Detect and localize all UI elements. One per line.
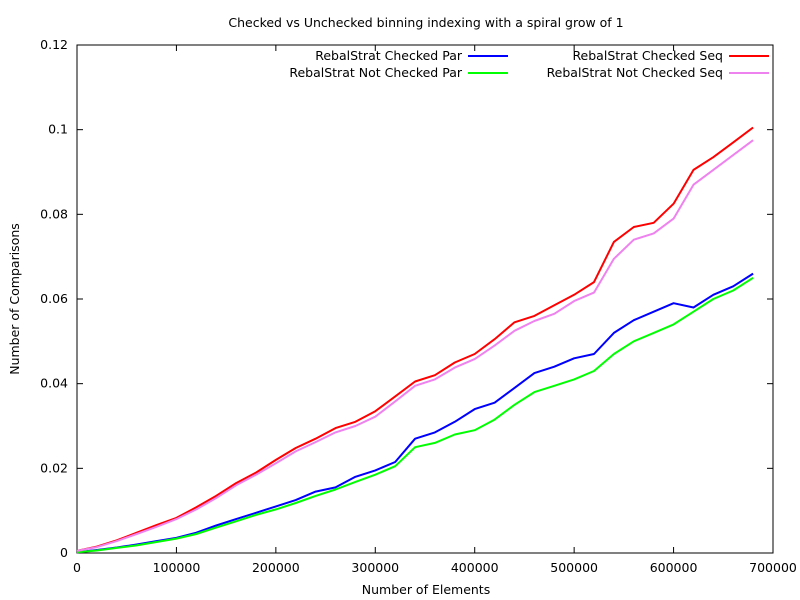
axes: 0 100000 200000 300000 400000 500000 600000 700… <box>40 37 797 575</box>
y-tick-label: 0.1 <box>48 122 68 137</box>
y-tick-label: 0 <box>60 545 68 560</box>
y-tick-label: 0.04 <box>40 376 68 391</box>
y-tick-label: 0.08 <box>40 206 68 221</box>
x-tick-label: 0 <box>73 560 81 575</box>
series-line-rebalstrat-checked-seq <box>76 126 754 552</box>
x-tick-label: 400000 <box>451 560 499 575</box>
legend-label: RebalStrat Not Checked Par <box>289 65 463 80</box>
x-tick-label: 700000 <box>749 560 797 575</box>
x-tick-label: 200000 <box>252 560 300 575</box>
x-tick-label: 100000 <box>153 560 201 575</box>
y-axis-label: Number of Comparisons <box>7 223 22 375</box>
x-tick-label: 300000 <box>351 560 399 575</box>
legend: RebalStrat Checked Par RebalStrat Checked… <box>289 48 769 80</box>
x-axis-label: Number of Elements <box>362 582 490 597</box>
legend-label: RebalStrat Checked Par <box>315 48 463 63</box>
series-line-rebalstrat-not-checked-seq <box>76 139 754 552</box>
series-lines <box>76 126 754 554</box>
legend-label: RebalStrat Checked Seq <box>572 48 723 63</box>
y-tick-label: 0.12 <box>40 37 68 52</box>
plot-frame <box>76 44 774 554</box>
y-tick-label: 0.02 <box>40 460 68 475</box>
x-tick-label: 600000 <box>650 560 698 575</box>
legend-label: RebalStrat Not Checked Seq <box>547 65 723 80</box>
x-tick-label: 500000 <box>550 560 598 575</box>
chart-title: Checked vs Unchecked binning indexing wi… <box>228 15 623 30</box>
y-tick-label: 0.06 <box>40 291 68 306</box>
series-line-rebalstrat-not-checked-par <box>76 276 754 554</box>
series-line-rebalstrat-checked-par <box>76 272 754 554</box>
